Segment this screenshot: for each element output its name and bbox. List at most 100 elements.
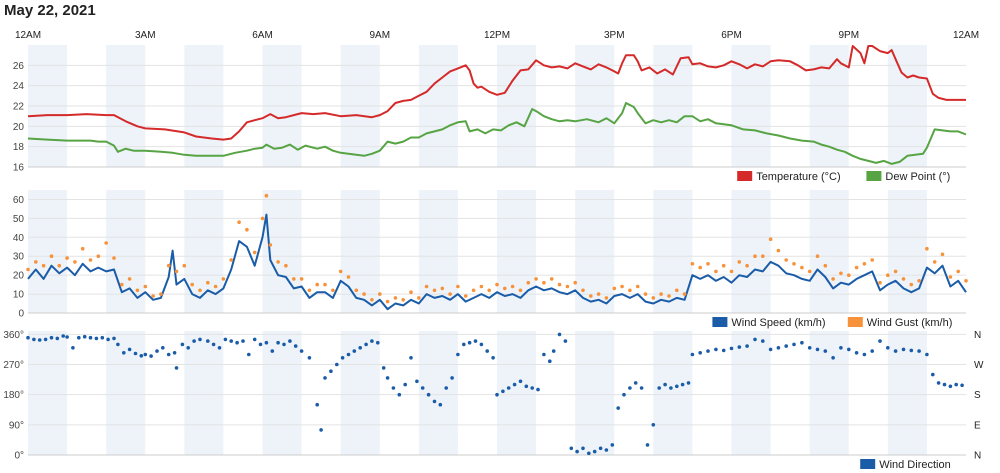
point-wind-gust [299,277,304,281]
point-wind-direction [206,339,210,343]
point-wind-gust [893,269,898,274]
point-wind-gust [34,260,38,264]
y-tick-label: 22 [13,102,25,113]
point-wind-direction [55,336,60,341]
legend-label: Dew Point (°) [885,171,950,183]
point-wind-direction [139,354,144,358]
point-wind-gust [925,246,929,251]
point-wind-direction [282,342,286,347]
point-wind-direction [839,346,843,350]
point-wind-gust [362,292,366,296]
point-wind-direction [948,384,953,389]
point-wind-direction [616,406,620,410]
hour-band [731,331,771,455]
point-wind-gust [815,254,820,258]
hour-band [653,331,693,455]
point-wind-gust [151,294,155,298]
point-wind-direction [26,335,30,340]
point-wind-direction [485,349,490,353]
point-wind-gust [729,269,734,274]
point-wind-direction [669,386,673,390]
point-wind-gust [88,258,93,262]
point-wind-direction [761,339,765,343]
point-wind-direction [870,349,874,353]
hour-band [106,331,146,455]
point-wind-gust [659,292,663,296]
point-wind-direction [247,352,251,357]
point-wind-direction [172,351,177,355]
point-wind-direction [211,342,216,347]
point-wind-direction [721,348,726,353]
point-wind-direction [391,386,396,390]
point-wind-gust [159,292,163,296]
point-wind-direction [690,352,695,357]
point-wind-gust [49,254,54,258]
point-wind-gust [643,292,648,296]
point-wind-direction [753,337,757,342]
point-wind-gust [573,280,577,285]
point-wind-direction [645,443,650,447]
point-wind-direction [307,356,312,360]
point-wind-gust [870,258,874,262]
hour-band [497,331,537,455]
point-wind-direction [657,386,661,390]
point-wind-direction [385,376,390,380]
point-wind-direction [942,382,947,387]
point-wind-gust [604,296,609,300]
point-wind-direction [370,339,374,343]
y-tick-label: 26 [13,61,25,72]
point-wind-direction [479,342,484,347]
point-wind-gust [839,271,843,276]
point-wind-gust [784,258,788,262]
point-wind-gust [221,277,226,281]
point-wind-gust [229,258,233,262]
point-wind-direction [925,352,929,357]
point-wind-direction [100,335,105,340]
hour-band [28,190,68,313]
point-wind-direction [954,382,958,387]
y-tick-label: 60 [13,195,25,206]
point-wind-direction [592,449,597,454]
point-wind-direction [82,334,87,339]
point-wind-gust [706,262,710,266]
point-wind-direction [319,428,323,432]
hour-band [887,331,927,455]
point-wind-direction [512,382,517,387]
point-wind-gust [596,292,601,296]
point-wind-gust [956,269,960,274]
point-wind-direction [293,344,298,348]
point-wind-gust [831,277,835,281]
point-wind-gust [264,193,269,198]
legend-swatch [737,171,753,181]
point-wind-direction [174,366,179,370]
point-wind-gust [667,294,671,298]
legend-swatch [847,317,863,327]
point-wind-direction [847,347,851,352]
point-wind-direction [376,340,380,345]
point-wind-direction [288,339,292,343]
point-wind-direction [518,379,523,384]
point-wind-gust [252,250,257,255]
point-wind-direction [467,340,472,345]
time-tick-label: 6PM [721,30,742,41]
point-wind-gust [800,265,804,270]
point-wind-direction [49,335,54,340]
point-wind-gust [495,282,499,287]
point-wind-gust [190,282,194,287]
point-wind-direction [403,382,408,387]
time-tick-label: 3PM [604,30,625,41]
hour-band [575,190,615,313]
point-wind-direction [524,384,529,389]
point-wind-direction [491,356,495,360]
point-wind-gust [964,279,968,283]
hour-band [497,190,537,313]
point-wind-direction [229,339,233,343]
compass-label: N [974,330,981,341]
point-wind-gust [901,277,906,281]
point-wind-gust [940,252,945,257]
hour-band [809,190,849,313]
point-wind-direction [610,443,615,447]
point-wind-gust [753,254,757,258]
point-wind-direction [299,349,304,353]
